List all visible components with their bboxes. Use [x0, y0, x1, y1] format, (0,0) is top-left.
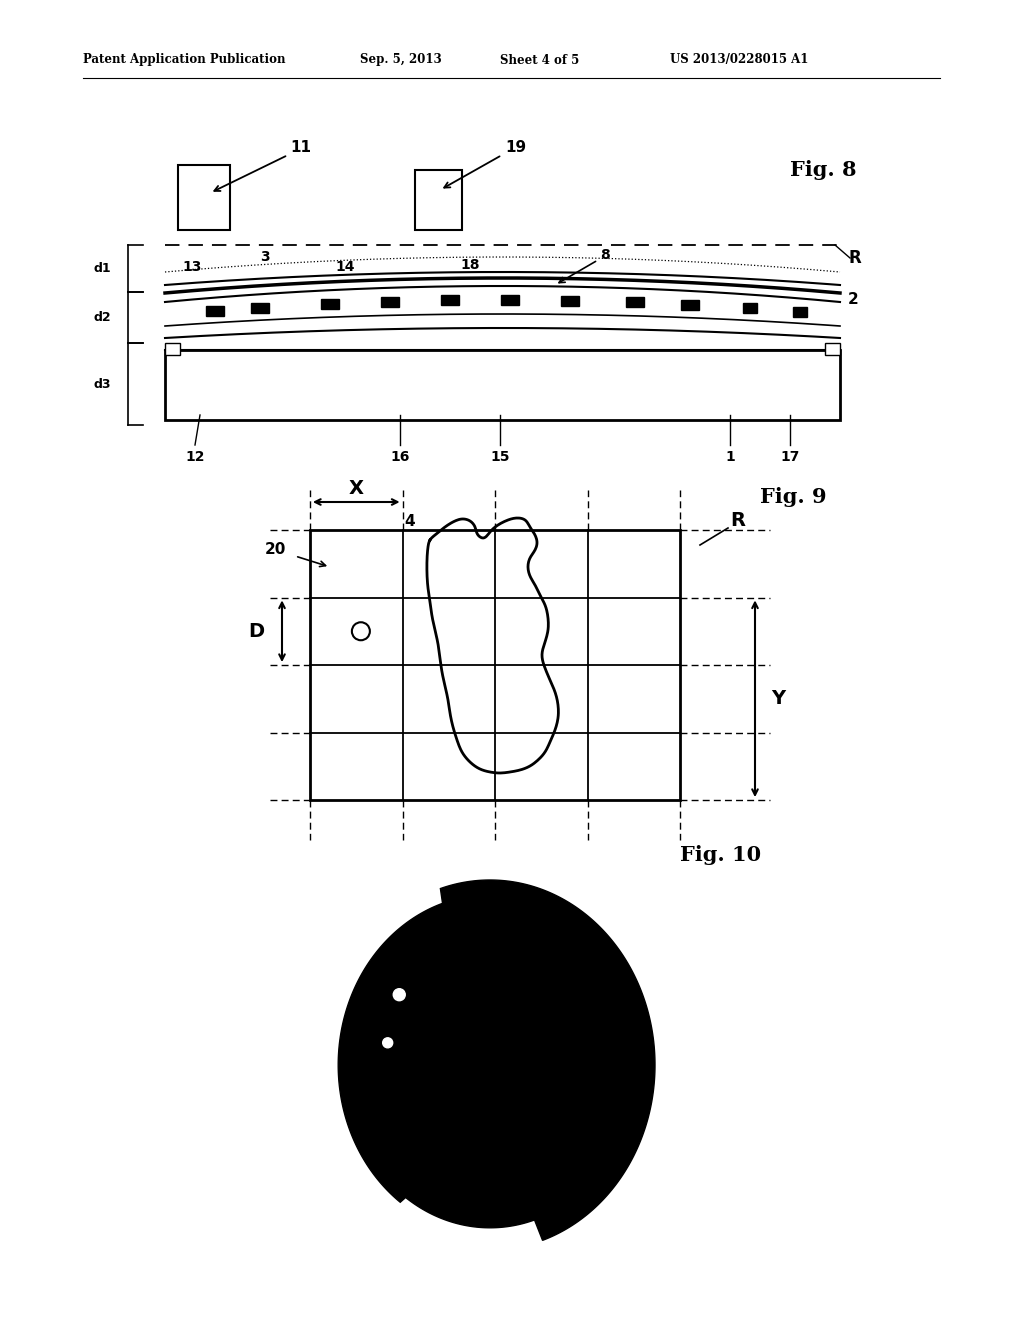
Bar — [165, 350, 840, 420]
Bar — [743, 304, 757, 313]
Text: 17: 17 — [780, 450, 800, 465]
Text: 16: 16 — [390, 450, 410, 465]
Text: X: X — [349, 479, 364, 498]
Text: 20: 20 — [265, 543, 287, 557]
Text: 2: 2 — [848, 293, 859, 308]
Text: 8: 8 — [600, 248, 609, 261]
Bar — [381, 297, 399, 306]
Text: 18: 18 — [460, 257, 479, 272]
Bar — [310, 531, 680, 800]
Text: R: R — [848, 249, 861, 267]
Text: d3: d3 — [93, 378, 111, 391]
Circle shape — [383, 1038, 392, 1048]
Text: Fig. 8: Fig. 8 — [790, 160, 856, 180]
Text: Y: Y — [771, 689, 785, 709]
Text: US 2013/0228015 A1: US 2013/0228015 A1 — [670, 54, 808, 66]
Text: Fig. 9: Fig. 9 — [760, 487, 826, 507]
Bar — [501, 294, 519, 305]
Bar — [825, 343, 840, 355]
Text: Patent Application Publication: Patent Application Publication — [83, 54, 286, 66]
Text: 4: 4 — [404, 515, 415, 529]
Text: R: R — [730, 511, 745, 529]
Text: 19: 19 — [505, 140, 526, 156]
Polygon shape — [338, 880, 655, 1241]
Text: 13: 13 — [182, 260, 202, 275]
Text: 11: 11 — [290, 140, 311, 156]
Bar — [626, 297, 644, 308]
Bar — [178, 165, 230, 230]
Text: 3: 3 — [260, 249, 269, 264]
Bar — [206, 306, 224, 315]
Text: Sep. 5, 2013: Sep. 5, 2013 — [360, 54, 441, 66]
Text: D: D — [248, 622, 264, 640]
Text: Sheet 4 of 5: Sheet 4 of 5 — [500, 54, 580, 66]
Text: 12: 12 — [185, 450, 205, 465]
Bar — [415, 170, 462, 230]
Bar — [681, 300, 699, 310]
Bar — [793, 306, 807, 317]
Text: 15: 15 — [490, 450, 510, 465]
Text: d1: d1 — [93, 261, 111, 275]
Bar — [321, 298, 339, 309]
Circle shape — [393, 989, 406, 1001]
Bar — [165, 343, 180, 355]
Bar — [441, 296, 459, 305]
Text: 1: 1 — [725, 450, 735, 465]
Text: d2: d2 — [93, 312, 111, 323]
Bar — [561, 296, 579, 306]
Text: Fig. 10: Fig. 10 — [680, 845, 761, 865]
Bar — [251, 302, 269, 313]
Text: 14: 14 — [335, 260, 354, 275]
